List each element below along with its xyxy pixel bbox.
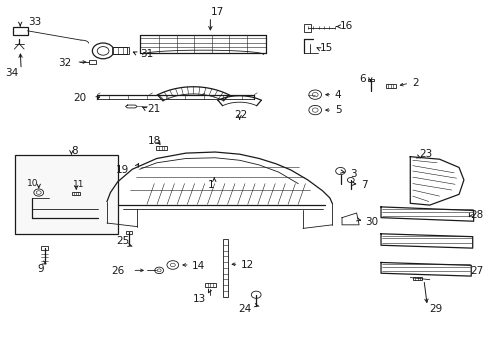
- Bar: [72, 192, 80, 195]
- Text: 3: 3: [349, 168, 356, 179]
- Bar: [113, 47, 127, 54]
- Circle shape: [335, 167, 345, 175]
- Bar: [112, 46, 129, 54]
- Text: 7: 7: [361, 180, 367, 190]
- Text: 20: 20: [73, 93, 86, 103]
- Bar: [15, 155, 118, 234]
- Text: 15: 15: [320, 43, 333, 53]
- Text: 5: 5: [334, 105, 341, 116]
- Circle shape: [92, 43, 114, 59]
- Polygon shape: [380, 234, 472, 248]
- Text: 25: 25: [116, 236, 129, 246]
- Text: 16: 16: [339, 21, 352, 31]
- Polygon shape: [409, 157, 463, 205]
- Text: 2: 2: [411, 78, 418, 88]
- Text: 14: 14: [191, 261, 204, 271]
- Circle shape: [346, 177, 353, 183]
- Text: 27: 27: [469, 266, 483, 276]
- Text: 28: 28: [469, 210, 483, 220]
- Text: 29: 29: [428, 304, 441, 314]
- Polygon shape: [380, 262, 470, 276]
- Text: 4: 4: [334, 90, 341, 100]
- Text: 21: 21: [147, 104, 160, 114]
- Text: 23: 23: [418, 149, 431, 159]
- Bar: [41, 246, 48, 250]
- Text: 22: 22: [234, 110, 247, 120]
- Bar: [412, 277, 421, 280]
- Circle shape: [251, 291, 261, 298]
- Text: 19: 19: [116, 165, 129, 175]
- Bar: [126, 230, 132, 234]
- Circle shape: [448, 212, 454, 216]
- Bar: [304, 24, 310, 32]
- Text: 12: 12: [240, 260, 253, 270]
- Bar: [156, 145, 166, 150]
- Text: 26: 26: [111, 266, 124, 276]
- Text: 33: 33: [28, 17, 41, 27]
- Circle shape: [421, 212, 427, 216]
- Text: 9: 9: [37, 264, 44, 274]
- Text: 11: 11: [73, 180, 84, 189]
- Bar: [367, 78, 373, 81]
- Bar: [89, 60, 96, 64]
- Text: 31: 31: [140, 49, 153, 59]
- Text: 13: 13: [193, 294, 206, 304]
- Polygon shape: [341, 213, 358, 225]
- Bar: [385, 84, 395, 88]
- Text: 8: 8: [71, 145, 78, 156]
- Text: 32: 32: [58, 58, 72, 68]
- Text: 1: 1: [207, 180, 214, 190]
- Bar: [13, 27, 27, 35]
- Text: 24: 24: [237, 304, 251, 314]
- Text: 18: 18: [148, 136, 161, 146]
- Polygon shape: [380, 207, 473, 221]
- Text: 10: 10: [26, 179, 38, 188]
- Bar: [204, 283, 215, 287]
- Circle shape: [394, 212, 400, 216]
- Text: 6: 6: [359, 74, 365, 84]
- Text: 17: 17: [211, 7, 224, 17]
- Text: 30: 30: [365, 217, 378, 227]
- Text: 34: 34: [5, 68, 18, 78]
- Bar: [222, 239, 228, 297]
